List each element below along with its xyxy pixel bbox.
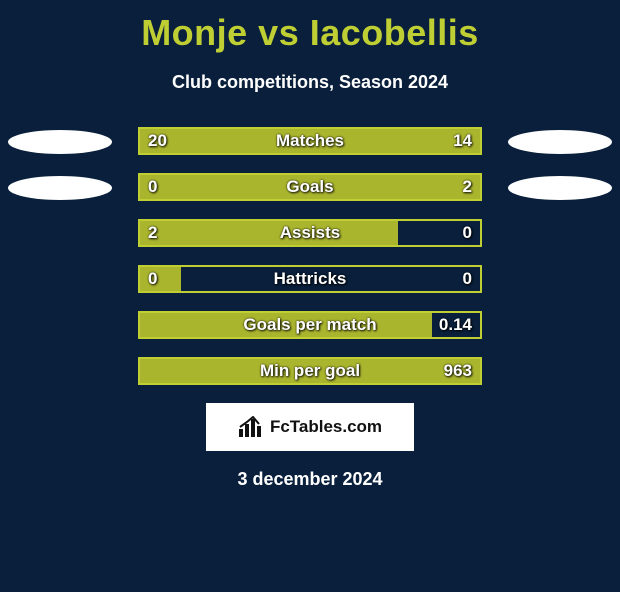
stat-bar-track: Goals per match0.14 <box>138 311 482 339</box>
stat-bar-fill-left <box>140 359 480 383</box>
stat-bar-track: Min per goal963 <box>138 357 482 385</box>
stat-bar-fill-left <box>140 175 201 199</box>
stat-value-right: 0 <box>463 223 472 243</box>
stat-row: Goals per match0.14 <box>0 311 620 341</box>
stat-rows-container: 20Matches140Goals22Assists00Hattricks0Go… <box>0 127 620 387</box>
stat-bar-fill-right <box>201 175 480 199</box>
stat-row: 20Matches14 <box>0 127 620 157</box>
player-left-ellipse <box>8 176 112 200</box>
stat-bar-track: 0Hattricks0 <box>138 265 482 293</box>
stat-row: 0Hattricks0 <box>0 265 620 295</box>
stat-row: 0Goals2 <box>0 173 620 203</box>
brand-badge: FcTables.com <box>206 403 414 451</box>
stat-row: Min per goal963 <box>0 357 620 387</box>
player-left-ellipse <box>8 130 112 154</box>
stat-bar-track: 2Assists0 <box>138 219 482 247</box>
page-subtitle: Club competitions, Season 2024 <box>0 72 620 93</box>
stat-value-right: 0 <box>463 269 472 289</box>
stat-bar-track: 0Goals2 <box>138 173 482 201</box>
brand-text: FcTables.com <box>270 417 382 437</box>
stat-value-right: 0.14 <box>439 315 472 335</box>
stat-label: Hattricks <box>140 269 480 289</box>
stat-bar-fill-left <box>140 129 480 153</box>
stat-bar-fill-left <box>140 313 432 337</box>
date-label: 3 december 2024 <box>0 469 620 490</box>
stat-bar-fill-left <box>140 267 181 291</box>
stat-row: 2Assists0 <box>0 219 620 249</box>
player-right-ellipse <box>508 176 612 200</box>
page-title: Monje vs Iacobellis <box>0 12 620 54</box>
stat-bar-track: 20Matches14 <box>138 127 482 155</box>
player-right-ellipse <box>508 130 612 154</box>
bars-icon <box>238 416 264 438</box>
stat-bar-fill-left <box>140 221 398 245</box>
